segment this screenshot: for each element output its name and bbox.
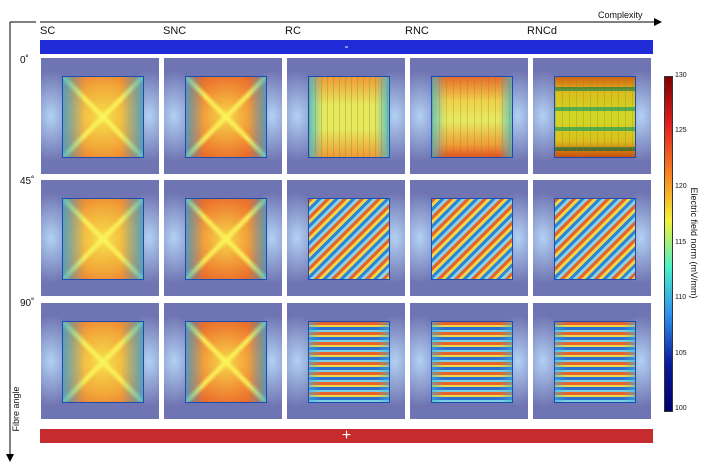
panel-sc-45deg [41, 180, 159, 296]
panel-rncd-90deg [533, 303, 651, 419]
panel-rnc-0deg [410, 58, 528, 174]
column-label-rncd: RNCd [527, 25, 557, 37]
colorbar-tick: 105 [675, 350, 687, 357]
panel-rnc-90deg [410, 303, 528, 419]
fibre-angle-axis-label: Fibre angle [11, 386, 21, 432]
row-label-0deg: 0˚ [20, 55, 29, 66]
colorbar-tick: 130 [675, 72, 687, 79]
panel-sc-90deg [41, 303, 159, 419]
row-label-45deg: 45˚ [20, 176, 35, 187]
column-label-sc: SC [40, 25, 56, 37]
column-label-snc: SNC [163, 25, 187, 37]
colorbar-tick: 115 [675, 239, 687, 246]
panel-snc-90deg [164, 303, 282, 419]
panel-rc-45deg [287, 180, 405, 296]
column-label-rnc: RNC [405, 25, 429, 37]
panel-rc-90deg [287, 303, 405, 419]
colorbar-tick: 120 [675, 183, 687, 190]
colorbar-tick: 100 [675, 405, 687, 412]
colorbar-tick: 125 [675, 127, 687, 134]
panel-rc-0deg [287, 58, 405, 174]
panel-snc-0deg [164, 58, 282, 174]
row-label-90deg: 90˚ [20, 298, 35, 309]
panel-rnc-45deg [410, 180, 528, 296]
panel-sc-0deg [41, 58, 159, 174]
colorbar-tick: 110 [675, 294, 687, 301]
panel-rncd-45deg [533, 180, 651, 296]
colorbar-label: Electric field norm (mV/mm) [689, 187, 699, 299]
column-label-rc: RC [285, 25, 301, 37]
panel-rncd-0deg [533, 58, 651, 174]
complexity-axis-label: Complexity [598, 10, 643, 20]
negative-bar: - [40, 40, 653, 54]
colorbar [664, 76, 673, 412]
positive-bar: + [40, 428, 653, 444]
panel-snc-45deg [164, 180, 282, 296]
